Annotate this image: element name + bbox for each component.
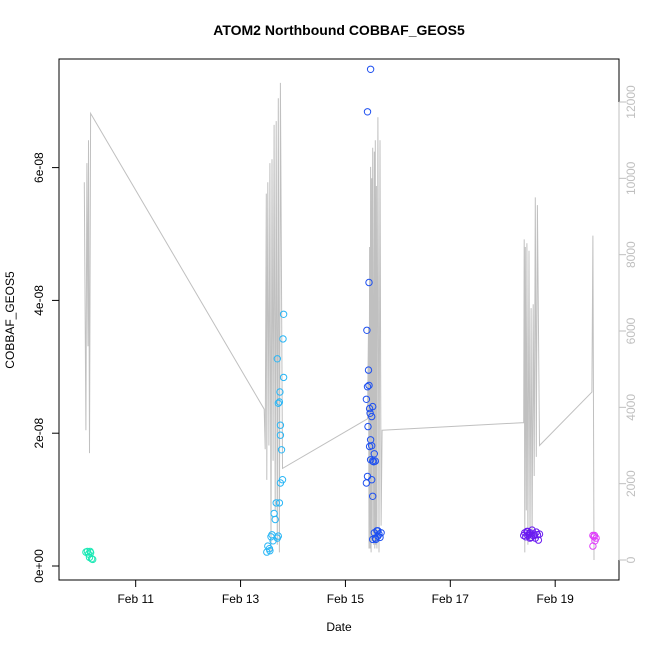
- data-point: [276, 431, 285, 439]
- data-point: [369, 457, 377, 465]
- data-point: [589, 542, 597, 550]
- data-points-layer: [82, 65, 600, 564]
- data-point: [279, 335, 287, 343]
- x-axis-label: Date: [326, 620, 352, 634]
- data-point: [275, 398, 284, 406]
- data-point: [365, 381, 373, 390]
- data-point: [362, 479, 371, 487]
- y-axis-label: COBBAF_GEOS5: [3, 271, 17, 369]
- data-point: [363, 326, 371, 334]
- data-point: [374, 527, 382, 535]
- data-point: [371, 457, 379, 465]
- data-point: [372, 535, 380, 544]
- x-tick-label: Feb 17: [432, 592, 470, 606]
- y-tick-label: 2e-08: [32, 418, 46, 449]
- data-point: [524, 527, 532, 536]
- data-point: [270, 509, 278, 518]
- data-point: [526, 534, 534, 542]
- data-point: [89, 555, 97, 564]
- data-point: [528, 526, 536, 534]
- data-point: [274, 399, 282, 407]
- data-point: [363, 108, 372, 116]
- data-point: [535, 530, 544, 538]
- data-point: [530, 530, 538, 538]
- data-point: [278, 476, 287, 484]
- secondary-y-axis: 0 2000 4000 6000 8000 10000 12000: [618, 85, 638, 563]
- data-point: [273, 355, 281, 363]
- altitude-line: [83, 82, 595, 561]
- data-point: [279, 310, 288, 318]
- x-tick-label: Feb 19: [537, 592, 575, 606]
- data-point: [274, 532, 282, 540]
- data-point: [279, 373, 288, 382]
- data-point: [276, 421, 285, 429]
- data-point: [370, 450, 378, 458]
- data-point: [362, 395, 371, 403]
- secondary-y-tick-label: 10000: [624, 161, 638, 195]
- y-tick-label: 0e+00: [32, 549, 46, 583]
- x-tick-label: Feb 11: [117, 592, 154, 606]
- data-point: [368, 442, 376, 450]
- data-point: [364, 422, 372, 431]
- data-point: [86, 547, 94, 556]
- secondary-y-tick-label: 0: [624, 556, 638, 563]
- data-point: [271, 515, 279, 524]
- altitude-line-layer: [83, 82, 595, 561]
- data-point: [368, 412, 376, 421]
- secondary-y-tick-label: 4000: [624, 394, 638, 421]
- x-tick-label: Feb 13: [222, 592, 260, 606]
- data-point: [376, 533, 384, 542]
- y-tick-label: 4e-08: [32, 285, 46, 316]
- secondary-y-tick-label: 12000: [624, 85, 638, 119]
- secondary-y-tick-label: 6000: [624, 317, 638, 344]
- data-point: [277, 446, 286, 454]
- data-point: [369, 492, 377, 500]
- secondary-y-tick-label: 2000: [624, 470, 638, 497]
- data-point: [369, 535, 377, 544]
- data-point: [364, 366, 373, 374]
- data-point: [365, 278, 373, 287]
- data-point: [275, 499, 284, 507]
- chart-title: ATOM2 Northbound COBBAF_GEOS5: [213, 22, 465, 38]
- data-point: [276, 388, 284, 396]
- secondary-y-tick-label: 8000: [624, 241, 638, 268]
- data-point: [590, 531, 599, 540]
- data-point: [368, 476, 376, 484]
- data-point: [375, 530, 383, 538]
- data-point: [363, 383, 372, 391]
- data-point: [272, 499, 280, 507]
- data-point: [87, 555, 96, 563]
- x-axis: Feb 11 Feb 13 Feb 15 Feb 17 Feb 19: [117, 579, 575, 606]
- data-point: [369, 402, 377, 411]
- y-tick-label: 6e-08: [32, 152, 46, 183]
- data-point: [266, 547, 274, 555]
- x-tick-label: Feb 15: [327, 592, 365, 606]
- data-point: [366, 65, 375, 74]
- y-axis: 0e+00 2e-08 4e-08 6e-08: [32, 152, 60, 583]
